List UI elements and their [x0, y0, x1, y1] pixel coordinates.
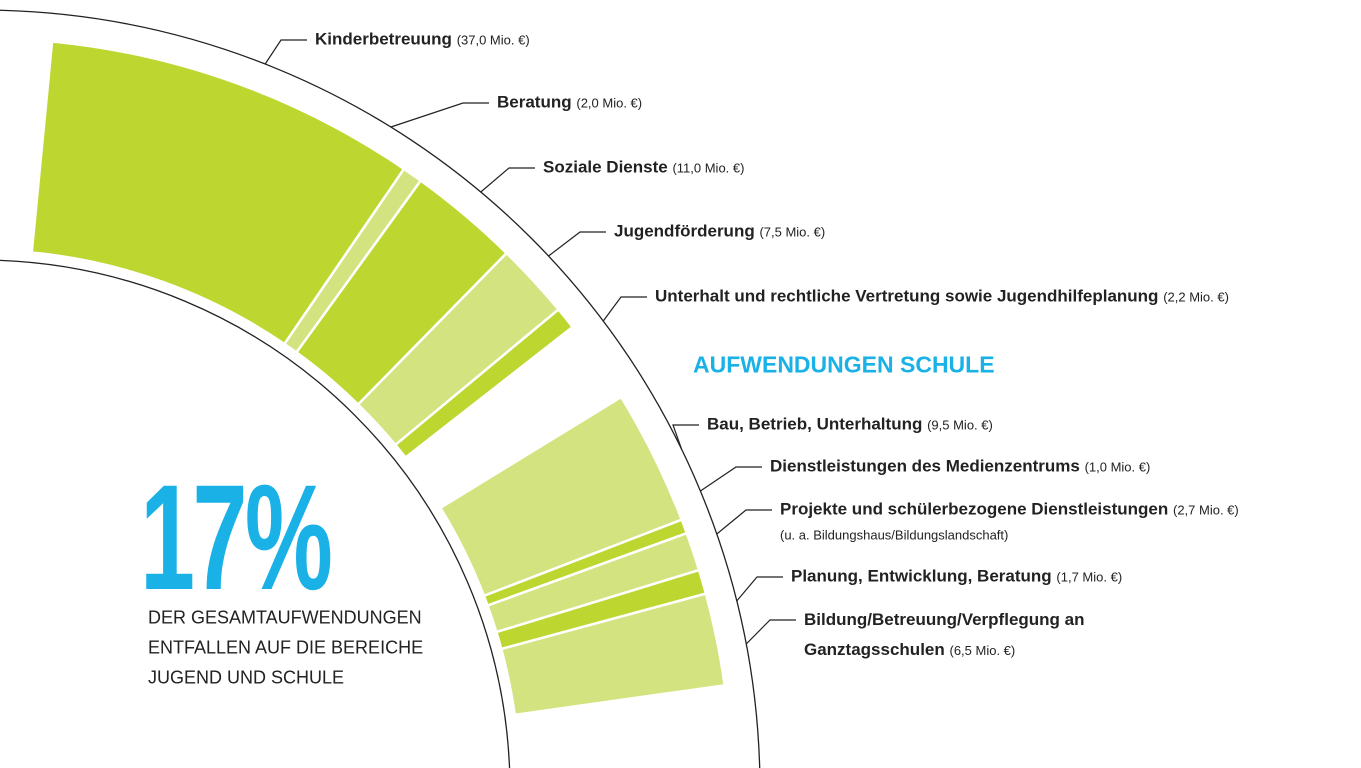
- leader-line: [716, 509, 772, 535]
- label-value: (2,2 Mio. €): [1163, 289, 1229, 305]
- label: Beratung (2,0 Mio. €): [497, 88, 642, 119]
- label: Dienstleistungen des Medienzentrums (1,0…: [770, 452, 1150, 483]
- label: Projekte und schülerbezogene Dienstleist…: [780, 495, 1239, 526]
- label: Jugendförderung (7,5 Mio. €): [614, 217, 825, 248]
- leader-line: [672, 424, 699, 450]
- inner-arc: [0, 259, 511, 768]
- label-note: (u. a. Bildungshaus/Bildungslandschaft): [780, 527, 1009, 543]
- label: Bau, Betrieb, Unterhaltung (9,5 Mio. €): [707, 410, 993, 441]
- label-value: (1,0 Mio. €): [1084, 459, 1151, 475]
- label-value: (1,7 Mio. €): [1056, 569, 1123, 585]
- leader-line: [700, 466, 762, 492]
- label: Planung, Entwicklung, Beratung (1,7 Mio.…: [791, 562, 1122, 593]
- outer-arc: [0, 9, 761, 768]
- label-name: Dienstleistungen des Medienzentrums: [770, 456, 1080, 476]
- segment: [393, 307, 575, 460]
- highlight: 17%: [140, 453, 333, 621]
- leader-line: [602, 296, 647, 322]
- caption-line: JUGEND UND SCHULE: [148, 667, 345, 688]
- label-value: (9,5 Mio. €): [927, 417, 993, 433]
- label: Kinderbetreuung (37,0 Mio. €): [315, 25, 530, 56]
- label-value: (6,5 Mio. €): [949, 643, 1016, 658]
- caption-line: DER GESAMTAUFWENDUNGEN: [148, 607, 422, 628]
- label-name: Projekte und schülerbezogene Dienstleist…: [780, 499, 1169, 519]
- segment: [499, 592, 727, 717]
- label-value: (2,0 Mio. €): [576, 95, 643, 111]
- caption-line: ENTFALLEN AUF DIE BEREICHE: [148, 637, 424, 658]
- label-name: Beratung: [497, 92, 572, 112]
- label-name: Unterhalt und rechtliche Vertretung sowi…: [655, 286, 1159, 306]
- label-value: (11,0 Mio. €): [672, 160, 745, 176]
- label-name: Jugendförderung: [614, 221, 755, 241]
- label-name: Planung, Entwicklung, Beratung: [791, 566, 1052, 586]
- label-name: Bau, Betrieb, Unterhaltung: [707, 414, 923, 434]
- label-value: (37,0 Mio. €): [456, 32, 530, 48]
- leader-line: [548, 231, 606, 257]
- leader-line: [480, 167, 535, 193]
- leader-line: [390, 102, 489, 128]
- label: Bildung/Betreuung/Verpflegung an Ganztag…: [804, 605, 1104, 666]
- label-value: (2,7 Mio. €): [1172, 502, 1239, 518]
- leader-line: [736, 576, 783, 602]
- label: Unterhalt und rechtliche Vertretung sowi…: [655, 282, 1229, 313]
- leader-line: [745, 619, 796, 645]
- label-name: Soziale Dienste: [543, 157, 668, 177]
- leader-line: [264, 39, 307, 65]
- label-value: (7,5 Mio. €): [759, 224, 826, 240]
- label: Soziale Dienste (11,0 Mio. €): [543, 153, 744, 184]
- group-title: AUFWENDUNGEN SCHULE: [693, 351, 995, 378]
- label-name: Kinderbetreuung: [315, 29, 452, 49]
- label-name: Bildung/Betreuung/Verpflegung an Ganztag…: [804, 610, 1085, 659]
